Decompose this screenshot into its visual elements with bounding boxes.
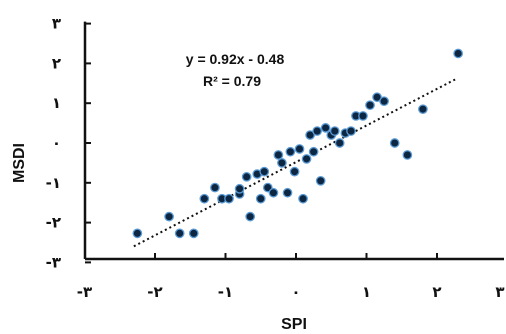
data-point [245, 211, 256, 222]
trendline-group [133, 78, 457, 248]
data-point [132, 228, 143, 239]
x-ticks: -۳ -۲ -۱ ۰ ۱ ۲ ۳ [77, 253, 505, 301]
data-point [389, 138, 400, 148]
data-point [298, 193, 308, 204]
data-point [358, 111, 368, 121]
data-point [241, 171, 252, 182]
y-tick-label: -۲ [46, 214, 61, 232]
x-tick-label: ۲ [432, 283, 441, 301]
data-point [273, 150, 284, 160]
data-point [329, 126, 340, 136]
x-tick-label: -۲ [147, 283, 162, 301]
y-axis-title: MSDI [11, 143, 28, 183]
x-tick-label: -۱ [218, 283, 233, 301]
data-point [164, 211, 174, 222]
data-point [305, 130, 315, 140]
y-tick-label: ۲ [52, 54, 61, 72]
data-point [312, 126, 322, 136]
data-point [418, 104, 428, 115]
data-point [199, 193, 210, 204]
y-ticks: -۳ -۲ -۱ ۰ ۱ ۲ ۳ [46, 15, 91, 271]
data-point [268, 187, 279, 198]
data-point [277, 158, 287, 168]
data-point [255, 193, 266, 204]
data-point [320, 123, 331, 133]
y-tick-label: -۱ [46, 174, 61, 192]
data-point [308, 146, 319, 157]
y-tick-label: ۱ [52, 94, 61, 112]
x-axis-title: SPI [281, 316, 307, 333]
y-tick-label: ۰ [52, 134, 61, 152]
x-tick-label: ۰ [291, 283, 300, 301]
x-tick-label: -۳ [77, 283, 92, 301]
x-tick-label: ۳ [495, 283, 504, 301]
y-tick-label: ۳ [52, 15, 61, 33]
x-tick-label: ۱ [362, 283, 371, 301]
data-point [210, 182, 220, 193]
data-point [315, 175, 326, 186]
data-point [188, 228, 199, 239]
r-squared-label: R² = 0.79 [203, 73, 261, 89]
data-points [132, 48, 463, 239]
data-point [224, 193, 234, 204]
y-tick-label: -۳ [46, 253, 61, 271]
axes [83, 21, 504, 261]
data-point [453, 48, 463, 59]
trendline-equation: y = 0.92x - 0.48 [186, 51, 285, 67]
data-point [282, 187, 293, 198]
data-point [259, 166, 270, 177]
data-point [379, 96, 389, 107]
data-point [289, 166, 300, 177]
data-point [346, 126, 356, 136]
data-point [174, 228, 185, 239]
trendline [133, 78, 457, 248]
data-point [294, 144, 305, 154]
data-point [234, 183, 245, 194]
data-point [334, 138, 345, 148]
data-point [402, 150, 413, 160]
data-point [301, 154, 312, 164]
data-point [372, 92, 382, 103]
data-point [285, 146, 296, 157]
data-point [365, 100, 375, 111]
